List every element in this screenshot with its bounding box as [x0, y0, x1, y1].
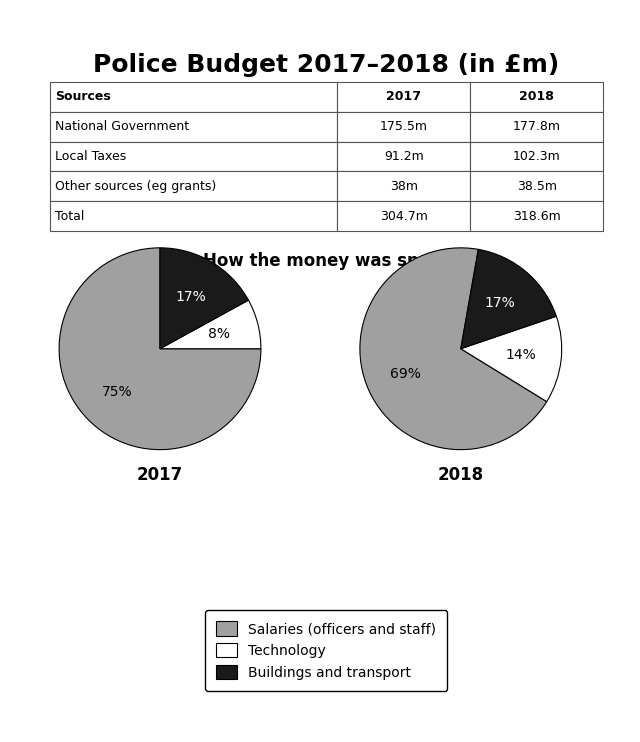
Text: Sources: Sources: [55, 91, 111, 103]
Text: 318.6m: 318.6m: [513, 209, 561, 223]
Legend: Salaries (officers and staff), Technology, Buildings and transport: Salaries (officers and staff), Technolog…: [205, 611, 447, 691]
FancyBboxPatch shape: [337, 82, 470, 112]
Text: 304.7m: 304.7m: [380, 209, 428, 223]
Text: 17%: 17%: [485, 296, 516, 309]
Text: 17%: 17%: [175, 289, 206, 303]
FancyBboxPatch shape: [470, 201, 603, 231]
Text: 38.5m: 38.5m: [516, 180, 557, 193]
FancyBboxPatch shape: [337, 142, 470, 171]
Text: 91.2m: 91.2m: [384, 150, 424, 163]
FancyBboxPatch shape: [337, 112, 470, 142]
FancyBboxPatch shape: [50, 82, 337, 112]
FancyBboxPatch shape: [50, 112, 337, 142]
FancyBboxPatch shape: [337, 201, 470, 231]
FancyBboxPatch shape: [337, 171, 470, 201]
Wedge shape: [461, 249, 556, 349]
Text: 2017: 2017: [387, 91, 421, 103]
FancyBboxPatch shape: [50, 171, 337, 201]
FancyBboxPatch shape: [470, 82, 603, 112]
Wedge shape: [160, 300, 261, 349]
Wedge shape: [360, 248, 547, 450]
FancyBboxPatch shape: [470, 142, 603, 171]
Text: Total: Total: [55, 209, 84, 223]
Text: 2018: 2018: [438, 466, 484, 484]
Wedge shape: [59, 248, 261, 450]
Text: 177.8m: 177.8m: [513, 120, 561, 133]
Text: National Government: National Government: [55, 120, 189, 133]
Text: 102.3m: 102.3m: [513, 150, 561, 163]
Text: Other sources (eg grants): Other sources (eg grants): [55, 180, 216, 193]
Text: How the money was spent: How the money was spent: [203, 252, 450, 270]
Text: 175.5m: 175.5m: [380, 120, 428, 133]
Text: Local Taxes: Local Taxes: [55, 150, 127, 163]
FancyBboxPatch shape: [50, 142, 337, 171]
FancyBboxPatch shape: [470, 171, 603, 201]
Text: Police Budget 2017–2018 (in £m): Police Budget 2017–2018 (in £m): [93, 53, 559, 77]
Text: 8%: 8%: [207, 326, 230, 341]
FancyBboxPatch shape: [50, 201, 337, 231]
Text: 14%: 14%: [506, 349, 536, 363]
Text: 38m: 38m: [390, 180, 418, 193]
Text: 2018: 2018: [519, 91, 554, 103]
Text: 69%: 69%: [390, 367, 421, 381]
FancyBboxPatch shape: [470, 112, 603, 142]
Text: 75%: 75%: [102, 384, 132, 398]
Wedge shape: [461, 316, 562, 401]
Wedge shape: [160, 248, 248, 349]
Text: 2017: 2017: [137, 466, 183, 484]
